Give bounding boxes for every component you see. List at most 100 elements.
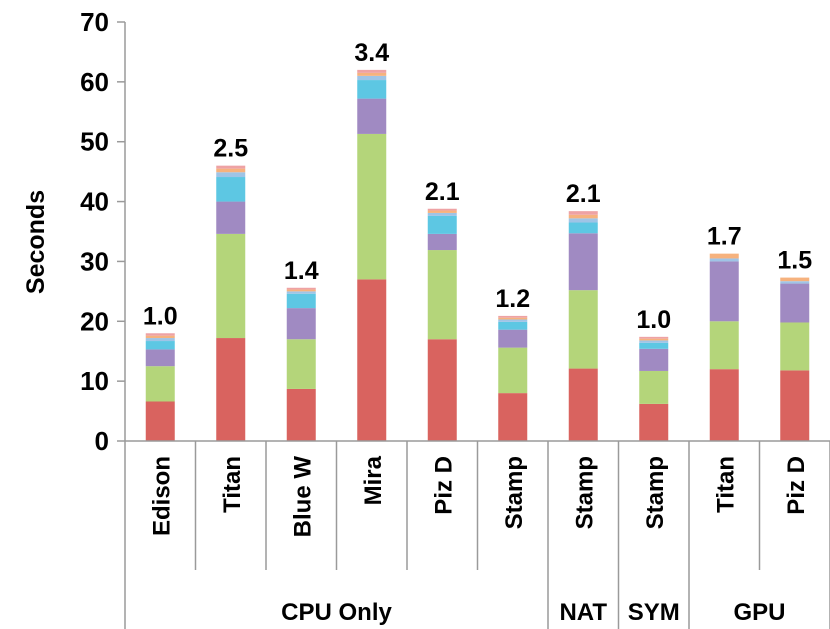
data-label: 1.5 — [777, 247, 812, 275]
bar-segment-3 — [145, 349, 175, 367]
bar-segment-6 — [568, 214, 598, 219]
bar-segment-5 — [427, 212, 457, 216]
bar-segment-2 — [498, 347, 528, 394]
x-tick-label: Piz D — [783, 456, 810, 515]
bar-segment-2 — [145, 366, 175, 402]
bar-segment-2 — [568, 290, 598, 369]
bar-segment-1 — [286, 388, 316, 441]
bar-segment-3 — [780, 283, 810, 323]
x-tick-label: Stamp — [571, 456, 598, 529]
data-labels: 1.0 2.5 1.4 3.4 2.1 1.2 2.1 1.0 1.7 1.5 — [143, 39, 812, 334]
bar-stack — [216, 165, 246, 441]
bar-segment-7 — [568, 211, 598, 215]
bar-stack — [145, 333, 175, 441]
bar-segment-2 — [427, 250, 457, 340]
y-tick-label: 20 — [80, 306, 109, 336]
data-label: 1.2 — [495, 285, 530, 313]
x-tick-label: Edison — [148, 456, 175, 536]
bar-segment-5 — [780, 281, 810, 284]
y-axis-label: Seconds — [22, 190, 50, 294]
bar-stack — [357, 69, 387, 441]
bar-segment-7 — [216, 165, 246, 169]
bar-segment-6 — [780, 277, 810, 282]
data-label: 1.0 — [636, 306, 671, 334]
bar-segment-6 — [286, 289, 316, 292]
bars — [145, 69, 810, 441]
bar-stack — [568, 211, 598, 441]
data-label: 2.1 — [425, 178, 460, 206]
bar-segment-4 — [145, 341, 175, 350]
bar-segment-2 — [216, 233, 246, 339]
group-label: GPU — [733, 599, 785, 626]
bar-segment-4 — [427, 215, 457, 234]
x-tick-label: Piz D — [430, 456, 457, 515]
x-tick-label: Blue W — [289, 456, 316, 538]
bar-segment-4 — [286, 293, 316, 309]
bar-segment-5 — [498, 319, 528, 322]
bar-stack — [427, 208, 457, 441]
bar-segment-1 — [427, 339, 457, 441]
bar-segment-3 — [568, 233, 598, 291]
bar-segment-3 — [709, 261, 739, 322]
bar-segment-1 — [568, 368, 598, 441]
bar-segment-7 — [498, 315, 528, 318]
data-label: 1.4 — [284, 257, 319, 285]
bar-segment-6 — [709, 253, 739, 259]
bar-segment-7 — [639, 336, 669, 339]
bar-stack — [709, 253, 739, 441]
y-tick-label: 30 — [80, 246, 109, 276]
bar-segment-3 — [216, 201, 246, 234]
y-tick-label: 60 — [80, 67, 109, 97]
bar-segment-2 — [286, 339, 316, 389]
bar-segment-4 — [568, 222, 598, 234]
bar-segment-2 — [639, 370, 669, 404]
bar-segment-1 — [357, 279, 387, 441]
bar-segment-5 — [216, 172, 246, 178]
bar-segment-3 — [427, 233, 457, 251]
x-tick-label: Titan — [219, 456, 246, 513]
bar-segment-6 — [357, 72, 387, 76]
bar-segment-6 — [427, 210, 457, 213]
bar-segment-6 — [639, 338, 669, 341]
bar-segment-4 — [357, 80, 387, 99]
bar-segment-1 — [780, 370, 810, 441]
bar-segment-6 — [498, 317, 528, 320]
data-label: 1.0 — [143, 302, 178, 330]
x-tick-label: Titan — [712, 456, 739, 513]
group-label: NAT — [559, 599, 607, 626]
bar-segment-5 — [357, 75, 387, 81]
bar-stack — [286, 287, 316, 441]
bar-segment-1 — [639, 403, 669, 441]
bar-segment-6 — [145, 335, 175, 339]
bar-segment-3 — [639, 348, 669, 371]
bar-stack — [498, 315, 528, 441]
bar-segment-5 — [639, 340, 669, 343]
x-tick-label: Stamp — [642, 456, 669, 529]
y-tick-label: 0 — [95, 426, 109, 456]
x-axis: Edison Titan Blue W Mira Piz D Stamp Stamp Stam… — [124, 440, 830, 629]
bar-segment-2 — [357, 133, 387, 280]
bar-segment-5 — [568, 218, 598, 223]
group-label: CPU Only — [281, 599, 392, 626]
bar-stack — [780, 277, 810, 441]
x-tick-label: Stamp — [501, 456, 528, 529]
bar-segment-5 — [145, 338, 175, 342]
bar-segment-4 — [216, 177, 246, 202]
bar-segment-3 — [286, 308, 316, 340]
data-label: 3.4 — [354, 39, 389, 67]
bar-segment-1 — [498, 393, 528, 441]
bar-segment-4 — [639, 342, 669, 349]
y-tick-label: 50 — [80, 127, 109, 157]
bar-segment-2 — [780, 322, 810, 371]
bar-segment-2 — [709, 321, 739, 370]
bar-segment-7 — [427, 208, 457, 211]
y-tick-label: 10 — [80, 366, 109, 396]
data-label: 2.5 — [213, 135, 248, 163]
bar-segment-1 — [216, 338, 246, 441]
bar-segment-1 — [145, 401, 175, 441]
bar-segment-1 — [709, 369, 739, 441]
bar-segment-7 — [357, 69, 387, 73]
bar-segment-7 — [145, 333, 175, 336]
bar-segment-6 — [216, 168, 246, 173]
